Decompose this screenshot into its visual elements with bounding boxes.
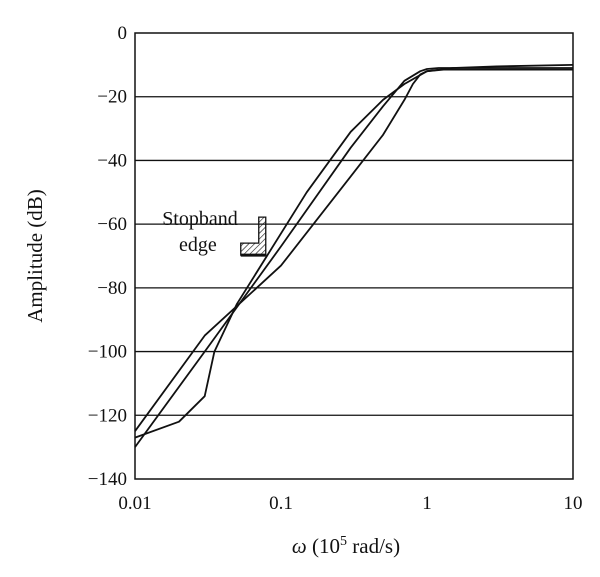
annotation-label: Stopband (162, 208, 238, 230)
stopband-edge-marker (240, 216, 267, 256)
tick-labels: 0 −20 −40 −60 −80 −100 −120 −140 0.01 0.1 1 10 (88, 23, 583, 514)
annotation-layer: Stopband edge (162, 208, 267, 257)
y-tick-label: −100 (88, 342, 127, 363)
x-tick-label: 10 (564, 493, 583, 514)
series-line-2 (134, 64, 574, 448)
y-tick-label: −80 (97, 278, 127, 299)
y-tick-label: 0 (118, 23, 128, 44)
x-axis-symbol: ω (292, 534, 307, 558)
series-layer (134, 64, 574, 448)
y-tick-label: −60 (97, 214, 127, 235)
y-tick-label: −140 (88, 469, 127, 490)
series-line-3 (134, 68, 573, 432)
annotation-label: edge (179, 234, 217, 256)
y-tick-label: −40 (97, 150, 127, 171)
x-tick-label: 1 (422, 493, 432, 514)
x-axis-suffix: rad/s) (347, 534, 400, 558)
x-tick-label: 0.1 (269, 493, 293, 514)
plot-frame (134, 32, 574, 480)
x-axis-exponent: 5 (340, 534, 347, 549)
x-axis-prefix: (10 (307, 534, 340, 558)
y-tick-label: −120 (88, 405, 127, 426)
y-axis-label: Amplitude (dB) (23, 189, 47, 323)
x-tick-label: 0.01 (118, 493, 151, 514)
grid-lines (135, 96, 573, 416)
x-axis-label: ω (105 rad/s) (292, 534, 400, 558)
y-tick-label: −20 (97, 87, 127, 108)
